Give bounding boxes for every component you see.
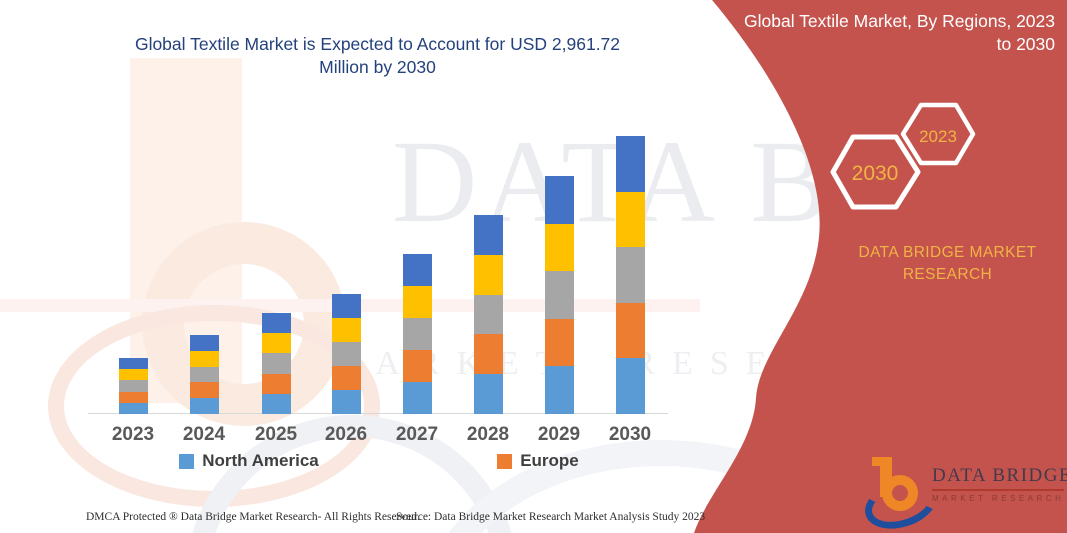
- bar-segment: [615, 302, 645, 359]
- hexagon-2030-label: 2030: [852, 162, 899, 185]
- x-tick-label-2023: 2023: [111, 424, 155, 445]
- bar-segment: [473, 334, 503, 375]
- bar-segment: [402, 382, 432, 414]
- logo-name-text: DATA BRIDGE: [932, 465, 1067, 491]
- bar-2027: [402, 254, 432, 414]
- x-tick-label-2030: 2030: [608, 424, 652, 445]
- company-logo-icon: [858, 455, 944, 533]
- bar-segment: [261, 353, 291, 374]
- bar-segment: [615, 358, 645, 414]
- hexagon-2023: [900, 102, 976, 166]
- chart-title: Global Textile Market is Expected to Acc…: [95, 33, 660, 79]
- bar-segment: [402, 350, 432, 382]
- banner-brand-line2: RESEARCH: [902, 266, 993, 283]
- bar-segment: [118, 402, 148, 414]
- bar-segment: [402, 318, 432, 350]
- bar-segment: [544, 176, 574, 224]
- chart-title-line2: Million by 2030: [319, 57, 436, 77]
- bar-segment: [615, 247, 645, 303]
- banner-brand-line1: DATA BRIDGE MARKET: [858, 244, 1037, 261]
- banner-title: Global Textile Market, By Regions, 2023 …: [710, 10, 1055, 55]
- hexagon-2030: [830, 134, 921, 210]
- footer-dmca-text: DMCA Protected ® Data Bridge Market Rese…: [86, 511, 420, 523]
- x-tick-label-2029: 2029: [537, 424, 581, 445]
- bar-segment: [473, 254, 503, 295]
- bar-segment: [615, 136, 645, 192]
- bar-segment: [402, 254, 432, 286]
- footer-source-text: Source: Data Bridge Market Research Mark…: [396, 511, 706, 523]
- hexagon-2023-label: 2023: [919, 127, 957, 146]
- bar-segment: [544, 318, 574, 367]
- bar-segment: [544, 366, 574, 414]
- banner-brand-text: DATA BRIDGE MARKET RESEARCH: [845, 242, 1050, 286]
- logo-tagline-text: MARKET RESEARCH: [932, 494, 1065, 503]
- chart-title-line1: Global Textile Market is Expected to Acc…: [134, 34, 621, 54]
- banner-title-line2: to 2030: [996, 33, 1055, 54]
- legend-label: North America: [202, 451, 319, 470]
- bar-segment: [544, 223, 574, 272]
- company-logo: DATA BRIDGE MARKET RESEARCH: [858, 453, 1067, 533]
- bar-segment: [473, 215, 503, 255]
- banner-title-line1: Global Textile Market, By Regions, 2023: [744, 11, 1055, 31]
- bar-segment: [615, 191, 645, 248]
- hexagon-badges: 2030 2023: [830, 102, 976, 210]
- bar-segment: [473, 374, 503, 414]
- bar-2030: [615, 136, 645, 414]
- bar-segment: [261, 333, 291, 354]
